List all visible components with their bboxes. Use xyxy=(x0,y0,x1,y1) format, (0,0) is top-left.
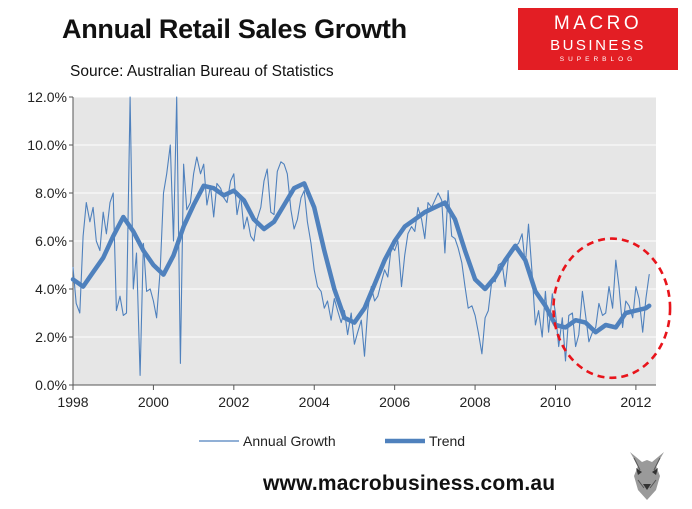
y-tick-label: 4.0% xyxy=(35,281,67,297)
highlight-circle xyxy=(552,237,672,380)
x-tick-label: 2002 xyxy=(218,394,249,410)
x-tick-label: 2010 xyxy=(540,394,571,410)
website-url: www.macrobusiness.com.au xyxy=(263,472,556,495)
legend-label-annual-growth: Annual Growth xyxy=(243,433,336,449)
x-axis: 1998 2000 2002 2004 2006 2008 2010 2012 xyxy=(57,384,656,410)
x-tick-label: 1998 xyxy=(57,394,88,410)
x-tick-label: 2000 xyxy=(138,394,169,410)
x-tick-label: 2008 xyxy=(459,394,490,410)
gridlines xyxy=(73,96,656,338)
legend-label-trend: Trend xyxy=(429,433,465,449)
macrobusiness-logo: MACRO BUSINESS SUPERBLOG xyxy=(518,8,678,70)
logo-line-2: BUSINESS xyxy=(550,37,646,54)
y-tick-label: 8.0% xyxy=(35,185,67,201)
x-tick-label: 2004 xyxy=(299,394,330,410)
chart-title: Annual Retail Sales Growth xyxy=(62,14,407,44)
wolf-icon xyxy=(626,448,668,502)
series-line-trend xyxy=(70,181,652,335)
x-tick-label: 2006 xyxy=(379,394,410,410)
y-tick-label: 12.0% xyxy=(27,89,67,105)
logo-line-3: SUPERBLOG xyxy=(559,56,637,63)
y-tick-label: 6.0% xyxy=(35,233,67,249)
y-axis: 0.0% 2.0% 4.0% 6.0% 8.0% 10.0% 12.0% xyxy=(27,89,74,393)
y-tick-label: 2.0% xyxy=(35,329,67,345)
x-tick-label: 2012 xyxy=(620,394,651,410)
chart-subtitle: Source: Australian Bureau of Statistics xyxy=(70,63,334,80)
y-tick-label: 10.0% xyxy=(27,137,67,153)
logo-line-1: MACRO xyxy=(553,13,643,34)
legend: Annual Growth Trend xyxy=(199,433,465,449)
y-tick-label: 0.0% xyxy=(35,377,67,393)
